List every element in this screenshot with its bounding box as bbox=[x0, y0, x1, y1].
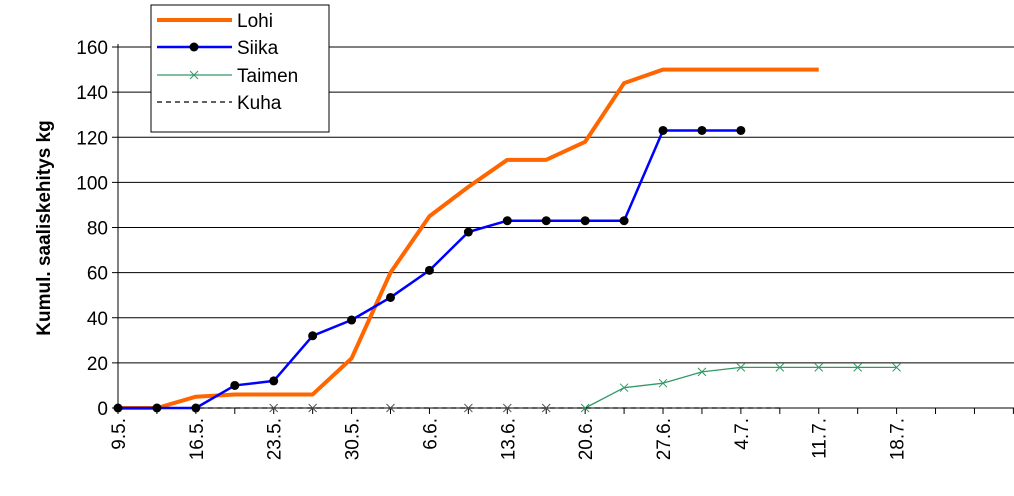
legend-entry-taimen: Taimen bbox=[157, 66, 298, 87]
data-point bbox=[386, 292, 396, 302]
data-point-stroke bbox=[269, 403, 279, 413]
data-point bbox=[580, 403, 590, 413]
legend: Lohi Siika Taimen Kuha bbox=[150, 4, 330, 133]
data-point-stroke bbox=[736, 363, 746, 372]
data-point-stroke bbox=[658, 378, 668, 388]
data-point-stroke bbox=[580, 403, 590, 413]
legend-entry-siika: Siika bbox=[157, 38, 279, 59]
legend-marker bbox=[189, 70, 199, 80]
data-point bbox=[736, 363, 746, 372]
data-point-stroke bbox=[697, 367, 707, 377]
legend-entry-lohi: Lohi bbox=[157, 11, 273, 32]
x-tick-label: 23.5. bbox=[265, 418, 286, 460]
data-point bbox=[308, 331, 318, 341]
data-point bbox=[541, 216, 551, 226]
data-point bbox=[658, 378, 668, 388]
data-point-stroke bbox=[386, 403, 395, 413]
data-point bbox=[619, 216, 629, 226]
legend-marker bbox=[189, 42, 199, 52]
data-point bbox=[269, 376, 279, 386]
axes: 0 20 40 60 80 100 120 140 160 9.5. 16.5. 23.5. 30.5.… bbox=[76, 38, 1014, 460]
data-point bbox=[230, 380, 240, 390]
legend-label: Siika bbox=[237, 38, 279, 59]
x-tick-label: 9.5. bbox=[109, 418, 130, 450]
data-point bbox=[814, 363, 824, 372]
y-axis-label: Kumul. saaliskehitys kg bbox=[34, 120, 55, 335]
y-tick-label: 40 bbox=[87, 309, 108, 330]
data-point-stroke bbox=[814, 363, 824, 372]
data-point bbox=[736, 125, 746, 135]
data-point bbox=[580, 216, 590, 226]
x-tick-label: 30.5. bbox=[343, 418, 364, 460]
series bbox=[113, 67, 901, 413]
data-point bbox=[853, 363, 863, 372]
y-tick-label: 160 bbox=[76, 38, 108, 59]
x-tick-label: 16.5. bbox=[187, 418, 208, 460]
data-point bbox=[269, 403, 279, 413]
legend-entry-kuha: Kuha bbox=[157, 93, 282, 114]
x-tick-label: 20.6. bbox=[576, 418, 597, 460]
y-tick-label: 0 bbox=[97, 399, 108, 420]
data-point bbox=[152, 403, 162, 413]
y-tick-label: 60 bbox=[87, 264, 108, 285]
data-point bbox=[347, 315, 357, 325]
x-tick-label: 11.7. bbox=[810, 418, 831, 459]
data-point bbox=[463, 227, 473, 237]
x-tick-label: 13.6. bbox=[498, 418, 519, 460]
x-tick-label: 18.7. bbox=[888, 418, 909, 460]
x-tick-label: 27.6. bbox=[654, 418, 675, 460]
legend-label: Lohi bbox=[237, 11, 273, 32]
y-tick-label: 100 bbox=[76, 173, 108, 194]
data-point-stroke bbox=[892, 363, 901, 372]
x-tick-label: 6.6. bbox=[420, 418, 441, 450]
y-tick-label: 140 bbox=[76, 83, 108, 104]
data-point bbox=[386, 403, 395, 413]
data-point bbox=[502, 216, 512, 226]
data-point bbox=[892, 363, 901, 372]
data-point bbox=[424, 265, 434, 275]
legend-box bbox=[150, 4, 330, 133]
data-point bbox=[697, 367, 707, 377]
x-tick-label: 4.7. bbox=[732, 418, 753, 450]
data-point-stroke bbox=[775, 363, 785, 372]
legend-label: Kuha bbox=[237, 93, 282, 114]
data-point bbox=[541, 403, 551, 413]
data-point bbox=[697, 125, 707, 135]
data-point bbox=[775, 363, 785, 372]
data-point-stroke bbox=[619, 383, 629, 393]
y-tick-label: 120 bbox=[76, 128, 108, 149]
y-tick-label: 20 bbox=[87, 354, 108, 375]
data-point bbox=[619, 383, 629, 393]
data-point-stroke bbox=[502, 403, 512, 413]
series-line-lohi bbox=[118, 67, 819, 410]
y-tick-label: 80 bbox=[87, 219, 108, 240]
data-point-stroke bbox=[464, 403, 473, 413]
data-point bbox=[658, 125, 668, 135]
data-point bbox=[502, 403, 512, 413]
data-point bbox=[113, 403, 123, 413]
data-point-stroke bbox=[308, 403, 318, 413]
data-point bbox=[308, 403, 318, 413]
data-point bbox=[191, 403, 201, 413]
data-point-stroke bbox=[541, 403, 551, 413]
data-point bbox=[464, 403, 473, 413]
legend-label: Taimen bbox=[237, 66, 298, 87]
data-point-stroke bbox=[853, 363, 863, 372]
